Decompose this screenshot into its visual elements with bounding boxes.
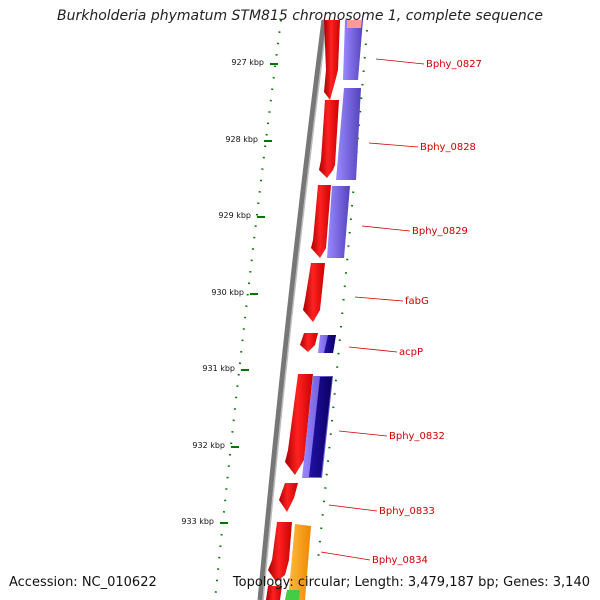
gene-arrow-top (324, 20, 340, 100)
gene-label: Bphy_0829 (412, 226, 468, 237)
map-title: Burkholderia phymatum STM815 chromosome … (56, 8, 543, 24)
gene-arrow-0834 (268, 522, 292, 582)
green-feature-bottom (285, 590, 300, 600)
orange-feature-0834 (288, 524, 311, 600)
gene-arrow-acpP (300, 333, 318, 352)
gene-arrow-0832 (285, 374, 313, 475)
gene-arrow-0829 (311, 185, 331, 258)
gene-arrow-bottom (266, 586, 282, 600)
gene-arrow-0828 (319, 100, 339, 178)
gene-callout-line (354, 296, 404, 302)
gene-callout-line (338, 430, 388, 437)
tick-label: 929 kbp (218, 211, 251, 220)
shadow-top (347, 20, 362, 28)
gene-label: Bphy_0827 (426, 59, 482, 70)
gene-callout-line (375, 58, 425, 65)
summary-text: Topology: circular; Length: 3,479,187 bp… (232, 575, 590, 590)
accession-text: Accession: NC_010622 (9, 575, 157, 590)
gene-label: Bphy_0834 (372, 555, 428, 566)
tick-label: 931 kbp (202, 364, 235, 373)
gene-callout-line (320, 551, 371, 561)
gene-label: acpP (399, 347, 423, 358)
gene-arrow-fabG (303, 263, 325, 322)
gene-label: Bphy_0828 (420, 142, 476, 153)
gene-callout-line (348, 346, 398, 353)
feature-dotted-track (317, 29, 368, 561)
backbone-track (257, 19, 327, 600)
protein-dark-acpP (324, 335, 336, 353)
gene-callout-line (328, 504, 378, 512)
backbone-highlight (262, 19, 328, 600)
tick-label: 927 kbp (231, 58, 264, 67)
gene-callout-line (361, 225, 411, 232)
tick-label: 928 kbp (225, 135, 258, 144)
protein-bar-0829 (327, 186, 350, 258)
tick-label: 930 kbp (211, 288, 244, 297)
tick-label: 933 kbp (181, 517, 214, 526)
protein-bar-top (343, 20, 363, 80)
gene-label: fabG (405, 296, 429, 307)
tick-label: 932 kbp (192, 441, 225, 450)
gene-arrow-0833 (279, 483, 298, 512)
gene-callout-line (368, 142, 419, 148)
gene-label: Bphy_0832 (389, 431, 445, 442)
protein-bar-0828 (336, 88, 361, 180)
protein-dark-0832 (309, 377, 332, 477)
gene-label: Bphy_0833 (379, 506, 435, 517)
